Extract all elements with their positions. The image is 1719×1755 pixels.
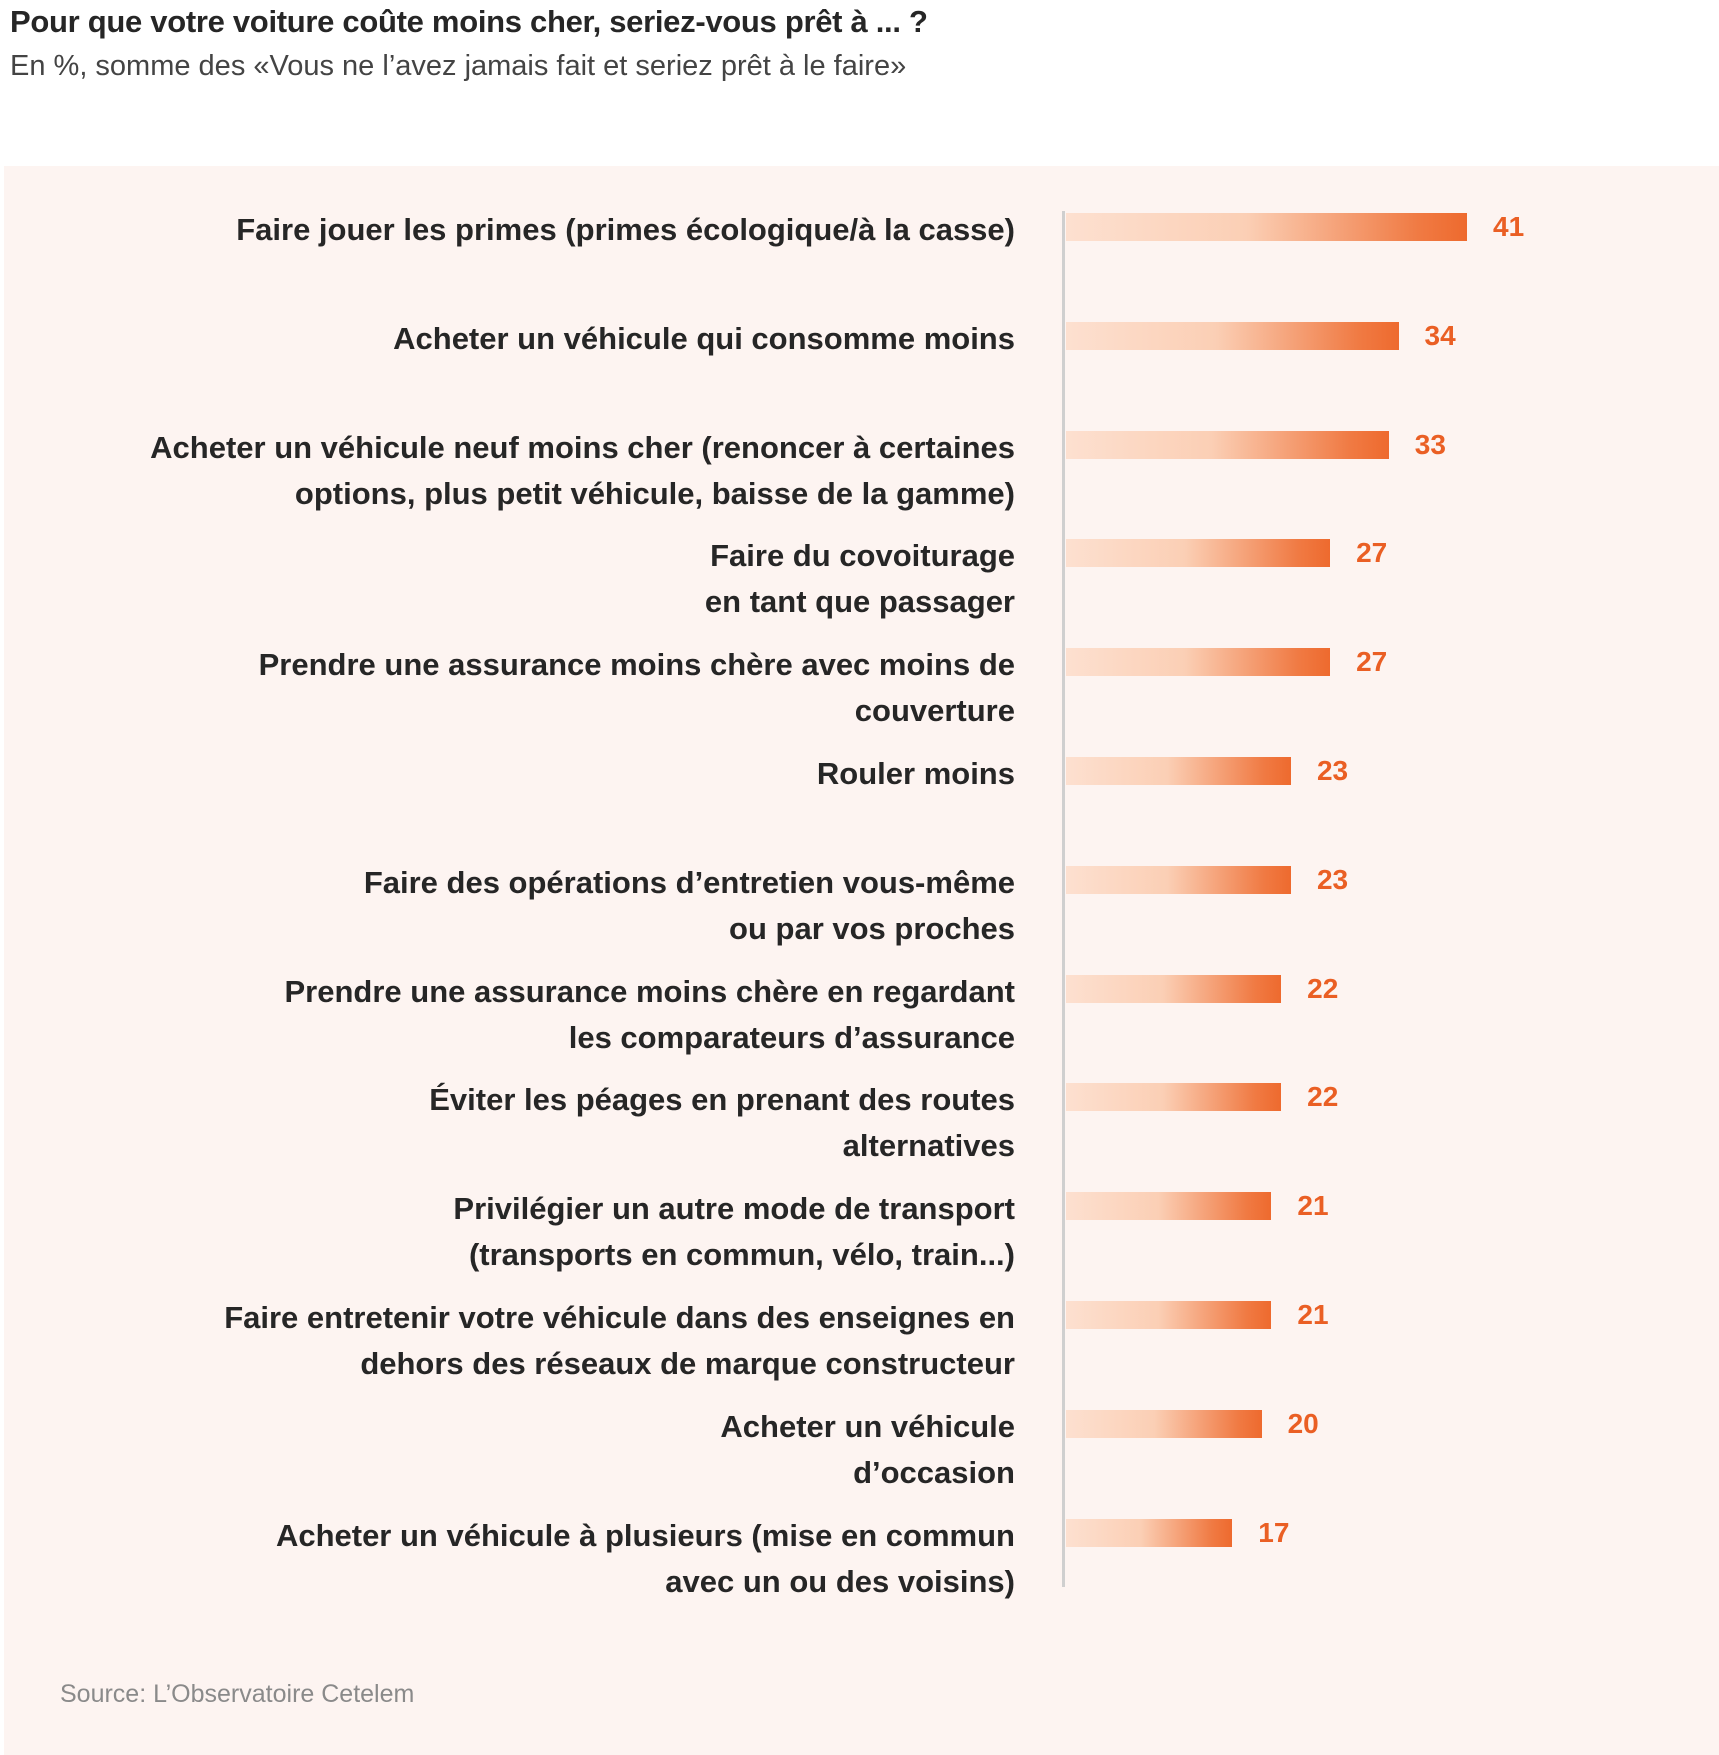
category-label: Acheter un véhicule à plusieurs (mise en… xyxy=(275,1517,1015,1599)
bar-row: Faire des opérations d’entretien vous-mê… xyxy=(0,863,1719,975)
chart-panel xyxy=(4,166,1719,1755)
chart-title: Pour que votre voiture coûte moins cher,… xyxy=(10,4,928,39)
value-label: 33 xyxy=(1414,428,1446,460)
y-axis-line xyxy=(1062,211,1065,1587)
source-note: Source: L’Observatoire Cetelem xyxy=(60,1680,415,1708)
bar-row: Acheter un véhicule neuf moins cher (ren… xyxy=(0,428,1719,540)
value-label: 17 xyxy=(1258,1516,1290,1548)
value-label: 22 xyxy=(1307,1081,1339,1113)
bar xyxy=(1066,430,1389,459)
bar xyxy=(1066,865,1291,894)
value-label: 21 xyxy=(1297,1190,1329,1222)
value-label: 27 xyxy=(1356,537,1388,569)
value-label: 21 xyxy=(1297,1299,1329,1330)
category-label: Faire des opérations d’entretien vous-mê… xyxy=(363,864,1015,946)
category-label: Acheter un véhicule d’occasion xyxy=(720,1408,1015,1490)
category-label: Prendre une assurance moins chère en reg… xyxy=(284,973,1016,1055)
bar xyxy=(1066,213,1467,241)
bar xyxy=(1066,321,1399,350)
category-label: Éviter les péages en prenant des routes a… xyxy=(429,1082,1015,1164)
category-label: Faire entretenir votre véhicule dans des… xyxy=(224,1300,1015,1381)
category-label: Prendre une assurance moins chère avec m… xyxy=(258,647,1015,729)
bar xyxy=(1066,1301,1272,1329)
value-label: 41 xyxy=(1493,211,1525,242)
bar-row: Privilégier un autre mode de transport (t… xyxy=(0,1190,1719,1301)
category-label: Rouler moins xyxy=(816,756,1015,791)
bar-row: Acheter un véhicule d’occasion 20 xyxy=(0,1407,1719,1519)
bar xyxy=(1066,1083,1282,1112)
category-label: Acheter un véhicule neuf moins cher (ren… xyxy=(150,429,1015,511)
value-label: 22 xyxy=(1307,972,1339,1004)
value-label: 27 xyxy=(1356,646,1388,678)
bar xyxy=(1066,648,1331,677)
category-label: Faire du covoiturage en tant que passager xyxy=(704,538,1015,620)
value-label: 23 xyxy=(1316,755,1349,786)
bar-row: Faire jouer les primes (primes écologiqu… xyxy=(0,211,1719,322)
bar-row: Prendre une assurance moins chère avec m… xyxy=(0,646,1719,757)
bar xyxy=(1066,1409,1262,1438)
bar-row: Acheter un véhicule à plusieurs (mise en… xyxy=(0,1516,1719,1628)
bar xyxy=(1066,1192,1272,1221)
bar xyxy=(1066,539,1331,568)
category-label: Acheter un véhicule qui consomme moins xyxy=(393,320,1015,356)
value-label: 23 xyxy=(1316,863,1349,895)
bar-row: Éviter les péages en prenant des routes a… xyxy=(0,1081,1719,1192)
value-label: 20 xyxy=(1287,1407,1319,1439)
bar-row: Prendre une assurance moins chère en reg… xyxy=(0,972,1719,1084)
bar xyxy=(1066,1518,1233,1547)
bar-row: Rouler moins 23 xyxy=(0,755,1719,866)
bar-row: Acheter un véhicule qui consomme moins 34 xyxy=(0,319,1719,431)
bar-row: Faire du covoiturage en tant que passager… xyxy=(0,537,1719,648)
category-label: Faire jouer les primes (primes écologiqu… xyxy=(236,212,1015,247)
bar xyxy=(1066,974,1282,1003)
bar xyxy=(1066,757,1291,785)
value-label: 34 xyxy=(1424,319,1456,351)
category-label: Privilégier un autre mode de transport (t… xyxy=(453,1191,1015,1273)
bar-row: Faire entretenir votre véhicule dans des… xyxy=(0,1299,1719,1410)
chart-subtitle: En %, somme des «Vous ne l’avez jamais f… xyxy=(10,50,907,82)
